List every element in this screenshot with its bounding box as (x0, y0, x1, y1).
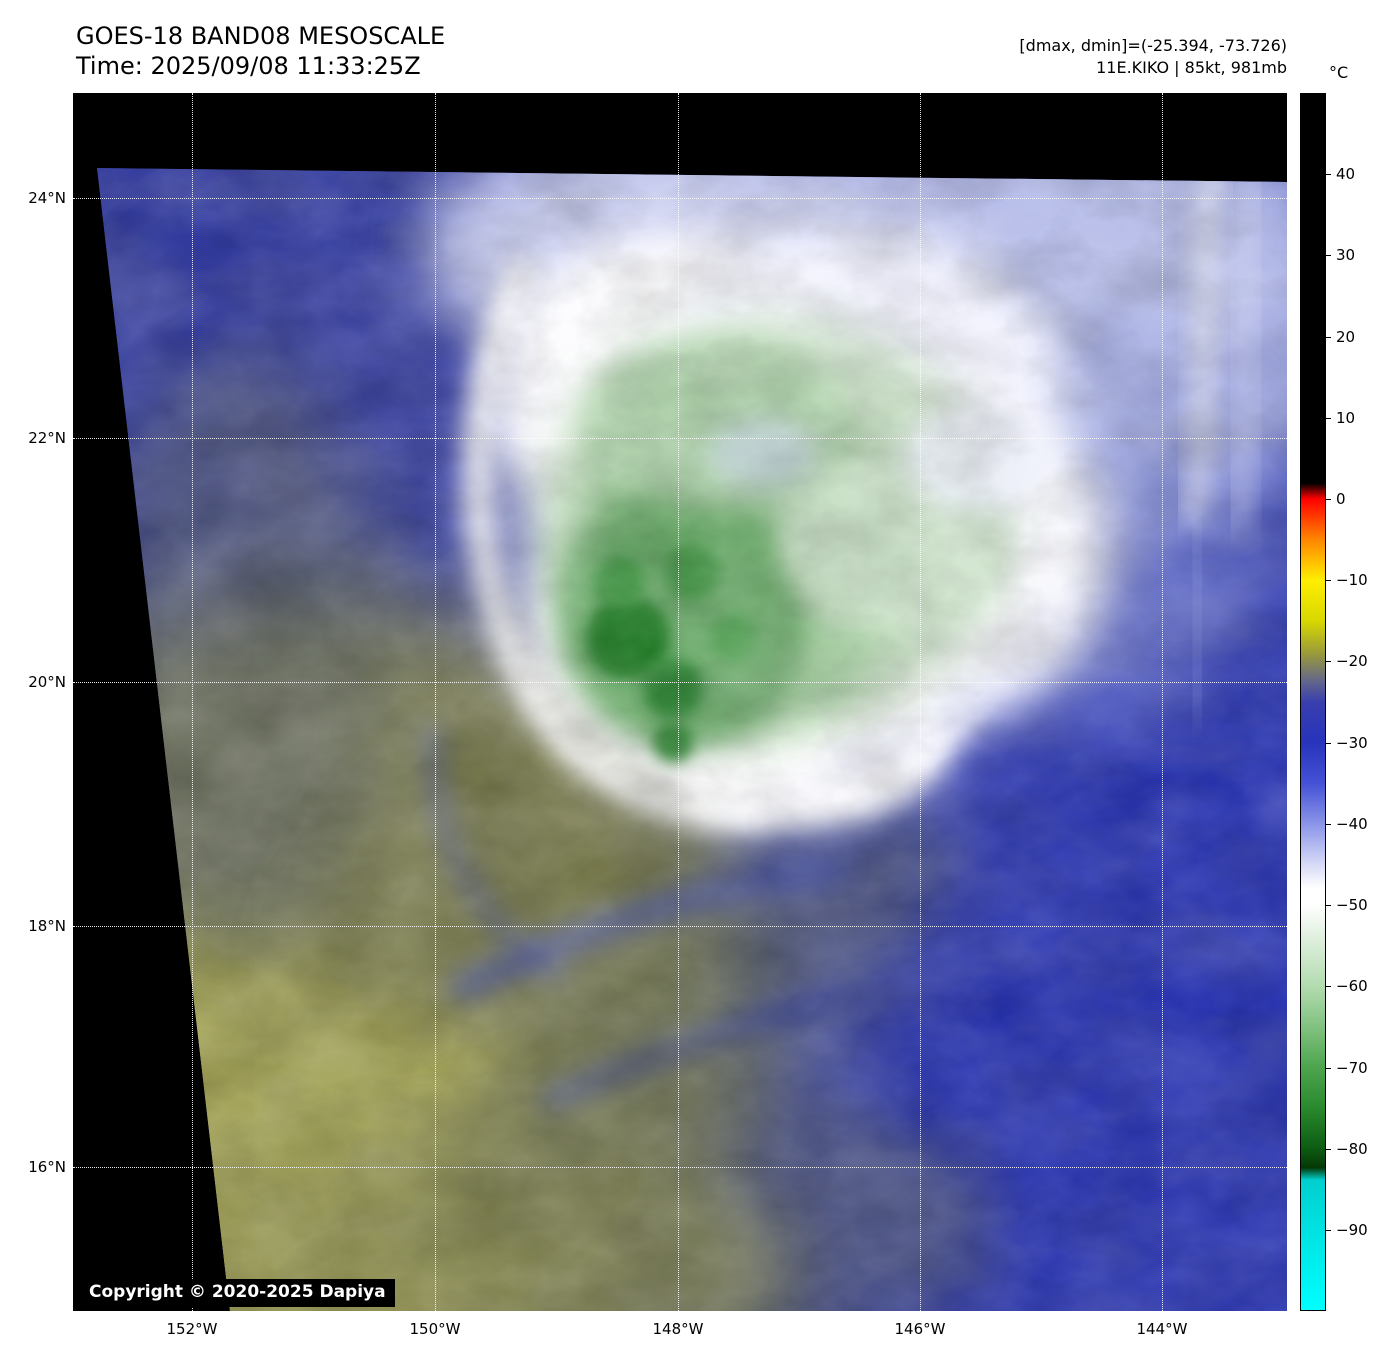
timestamp: Time: 2025/09/08 11:33:25Z (76, 52, 421, 80)
satellite-image (73, 93, 1287, 1311)
colorbar-tick-label: 40 (1336, 165, 1356, 183)
colorbar-tick-label: −80 (1336, 1140, 1368, 1158)
lat-label-20n: 20°N (28, 673, 66, 691)
lon-label-150w: 150°W (409, 1320, 461, 1338)
colorbar-tick: −90 (1326, 1221, 1368, 1239)
lon-label-146w: 146°W (894, 1320, 946, 1338)
gridline-lon-146w (920, 93, 921, 1311)
colorbar-gradient (1300, 93, 1326, 1311)
dmax-dmin-readout: [dmax, dmin]=(-25.394, -73.726) (1019, 36, 1287, 55)
gridline-lat-16n (73, 1167, 1287, 1168)
colorbar-tick-label: −70 (1336, 1059, 1368, 1077)
colorbar-tick: −20 (1326, 652, 1368, 670)
lat-label-22n: 22°N (28, 429, 66, 447)
page-title: GOES-18 BAND08 MESOSCALE (76, 22, 446, 50)
colorbar-tick-mark (1326, 254, 1331, 256)
colorbar-tick: −40 (1326, 815, 1368, 833)
colorbar-tick-mark (1326, 173, 1331, 175)
lat-label-16n: 16°N (28, 1158, 66, 1176)
gridline-lat-22n (73, 438, 1287, 439)
colorbar-tick-mark (1326, 579, 1331, 581)
colorbar-tick-label: 10 (1336, 409, 1356, 427)
gridline-lon-144w (1162, 93, 1163, 1311)
colorbar-tick-mark (1326, 1229, 1331, 1231)
storm-info: 11E.KIKO | 85kt, 981mb (1096, 58, 1287, 77)
gridline-lat-18n (73, 926, 1287, 927)
colorbar-tick-mark (1326, 336, 1331, 338)
colorbar-tick: −30 (1326, 734, 1368, 752)
colorbar-tick: −70 (1326, 1059, 1368, 1077)
gridline-lat-24n (73, 198, 1287, 199)
colorbar-tick: −10 (1326, 571, 1368, 589)
copyright-watermark: Copyright © 2020-2025 Dapiya (80, 1279, 395, 1307)
colorbar-tick-label: 0 (1336, 490, 1346, 508)
colorbar-tick-mark (1326, 823, 1331, 825)
satellite-image-svg (73, 93, 1287, 1311)
satellite-map-panel: Copyright © 2020-2025 Dapiya (73, 93, 1287, 1311)
gridline-lat-20n (73, 682, 1287, 683)
colorbar-tick-label: −30 (1336, 734, 1368, 752)
colorbar-tick-label: −90 (1336, 1221, 1368, 1239)
colorbar-tick-label: 30 (1336, 246, 1356, 264)
lon-label-144w: 144°W (1136, 1320, 1188, 1338)
colorbar-tick-mark (1326, 985, 1331, 987)
lon-label-148w: 148°W (652, 1320, 704, 1338)
colorbar-tick: −60 (1326, 977, 1368, 995)
lat-label-18n: 18°N (28, 917, 66, 935)
colorbar-tick-label: −50 (1336, 896, 1368, 914)
lat-label-24n: 24°N (28, 189, 66, 207)
gridline-lon-152w (192, 93, 193, 1311)
colorbar-tick: −80 (1326, 1140, 1368, 1158)
colorbar-tick-mark (1326, 904, 1331, 906)
lon-label-152w: 152°W (166, 1320, 218, 1338)
colorbar-tick-mark (1326, 660, 1331, 662)
colorbar-tick-label: −60 (1336, 977, 1368, 995)
colorbar-tick-mark (1326, 498, 1331, 500)
colorbar-tick: 0 (1326, 490, 1346, 508)
colorbar-tick-label: −40 (1336, 815, 1368, 833)
gridline-lon-150w (435, 93, 436, 1311)
colorbar-tick-label: −10 (1336, 571, 1368, 589)
colorbar-tick: 20 (1326, 328, 1355, 346)
colorbar-unit-label: °C (1329, 63, 1349, 82)
colorbar-tick-label: 20 (1336, 328, 1356, 346)
colorbar-ticks: 40 30 20 10 0 −10 −20 −30 −40 −50 −60 −7… (1326, 93, 1390, 1311)
colorbar-tick: 10 (1326, 409, 1355, 427)
colorbar-tick-mark (1326, 1148, 1331, 1150)
colorbar-tick-label: −20 (1336, 652, 1368, 670)
colorbar-tick-mark (1326, 417, 1331, 419)
colorbar-tick: 40 (1326, 165, 1355, 183)
colorbar-tick-mark (1326, 1067, 1331, 1069)
colorbar-tick: 30 (1326, 246, 1355, 264)
colorbar-tick: −50 (1326, 896, 1368, 914)
gridline-lon-148w (678, 93, 679, 1311)
colorbar-tick-mark (1326, 742, 1331, 744)
